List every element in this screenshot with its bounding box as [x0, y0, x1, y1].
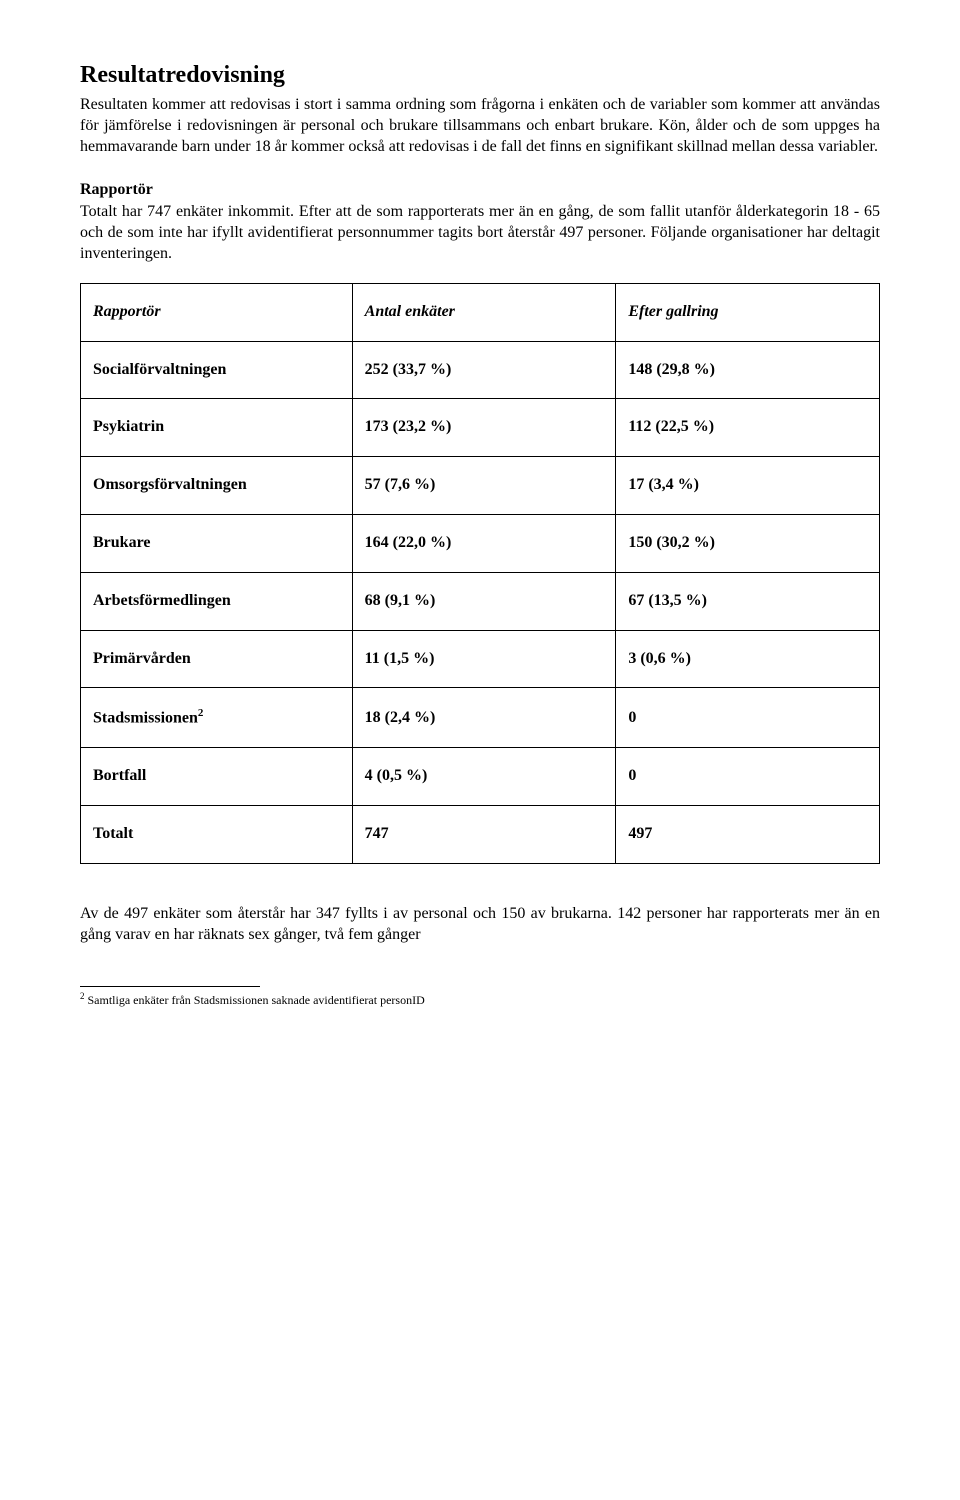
row-antal: 252 (33,7 %)	[352, 341, 616, 399]
table-header-antal: Antal enkäter	[352, 283, 616, 341]
row-efter: 3 (0,6 %)	[616, 630, 880, 688]
row-label: Psykiatrin	[81, 399, 353, 457]
row-antal: 4 (0,5 %)	[352, 748, 616, 806]
table-row: Arbetsförmedlingen 68 (9,1 %) 67 (13,5 %…	[81, 572, 880, 630]
row-antal: 57 (7,6 %)	[352, 457, 616, 515]
table-row: Psykiatrin 173 (23,2 %) 112 (22,5 %)	[81, 399, 880, 457]
row-label: Socialförvaltningen	[81, 341, 353, 399]
table-row: Bortfall 4 (0,5 %) 0	[81, 748, 880, 806]
footnote-separator	[80, 986, 260, 987]
table-row: Omsorgsförvaltningen 57 (7,6 %) 17 (3,4 …	[81, 457, 880, 515]
row-antal: 11 (1,5 %)	[352, 630, 616, 688]
row-antal: 68 (9,1 %)	[352, 572, 616, 630]
table-row: Primärvården 11 (1,5 %) 3 (0,6 %)	[81, 630, 880, 688]
section-heading-rapportor: Rapportör	[80, 180, 880, 201]
table-row: Stadsmissionen2 18 (2,4 %) 0	[81, 688, 880, 748]
table-row: Socialförvaltningen 252 (33,7 %) 148 (29…	[81, 341, 880, 399]
row-efter: 17 (3,4 %)	[616, 457, 880, 515]
row-efter: 112 (22,5 %)	[616, 399, 880, 457]
footnote-text: Samtliga enkäter från Stadsmissionen sak…	[85, 993, 425, 1007]
row-label: Omsorgsförvaltningen	[81, 457, 353, 515]
row-antal: 18 (2,4 %)	[352, 688, 616, 748]
row-efter: 148 (29,8 %)	[616, 341, 880, 399]
footnote: 2 Samtliga enkäter från Stadsmissionen s…	[80, 991, 880, 1009]
row-antal: 747	[352, 806, 616, 864]
row-efter: 0	[616, 748, 880, 806]
table-header-efter: Efter gallring	[616, 283, 880, 341]
row-antal: 173 (23,2 %)	[352, 399, 616, 457]
row-label: Bortfall	[81, 748, 353, 806]
row-antal: 164 (22,0 %)	[352, 514, 616, 572]
row-efter: 0	[616, 688, 880, 748]
table-row: Brukare 164 (22,0 %) 150 (30,2 %)	[81, 514, 880, 572]
intro-paragraph: Resultaten kommer att redovisas i stort …	[80, 95, 880, 157]
row-label: Totalt	[81, 806, 353, 864]
table-header-rapportor: Rapportör	[81, 283, 353, 341]
row-label-stadsmissionen: Stadsmissionen2	[81, 688, 353, 748]
row-efter: 67 (13,5 %)	[616, 572, 880, 630]
row-label: Arbetsförmedlingen	[81, 572, 353, 630]
table-header-row: Rapportör Antal enkäter Efter gallring	[81, 283, 880, 341]
row-label: Primärvården	[81, 630, 353, 688]
row-label-text: Stadsmissionen	[93, 710, 198, 727]
footnote-ref: 2	[198, 707, 204, 719]
rapportor-paragraph: Totalt har 747 enkäter inkommit. Efter a…	[80, 202, 880, 264]
page-title: Resultatredovisning	[80, 60, 880, 91]
table-row: Totalt 747 497	[81, 806, 880, 864]
row-efter: 150 (30,2 %)	[616, 514, 880, 572]
rapportor-table: Rapportör Antal enkäter Efter gallring S…	[80, 283, 880, 864]
row-label: Brukare	[81, 514, 353, 572]
closing-paragraph: Av de 497 enkäter som återstår har 347 f…	[80, 904, 880, 946]
row-efter: 497	[616, 806, 880, 864]
